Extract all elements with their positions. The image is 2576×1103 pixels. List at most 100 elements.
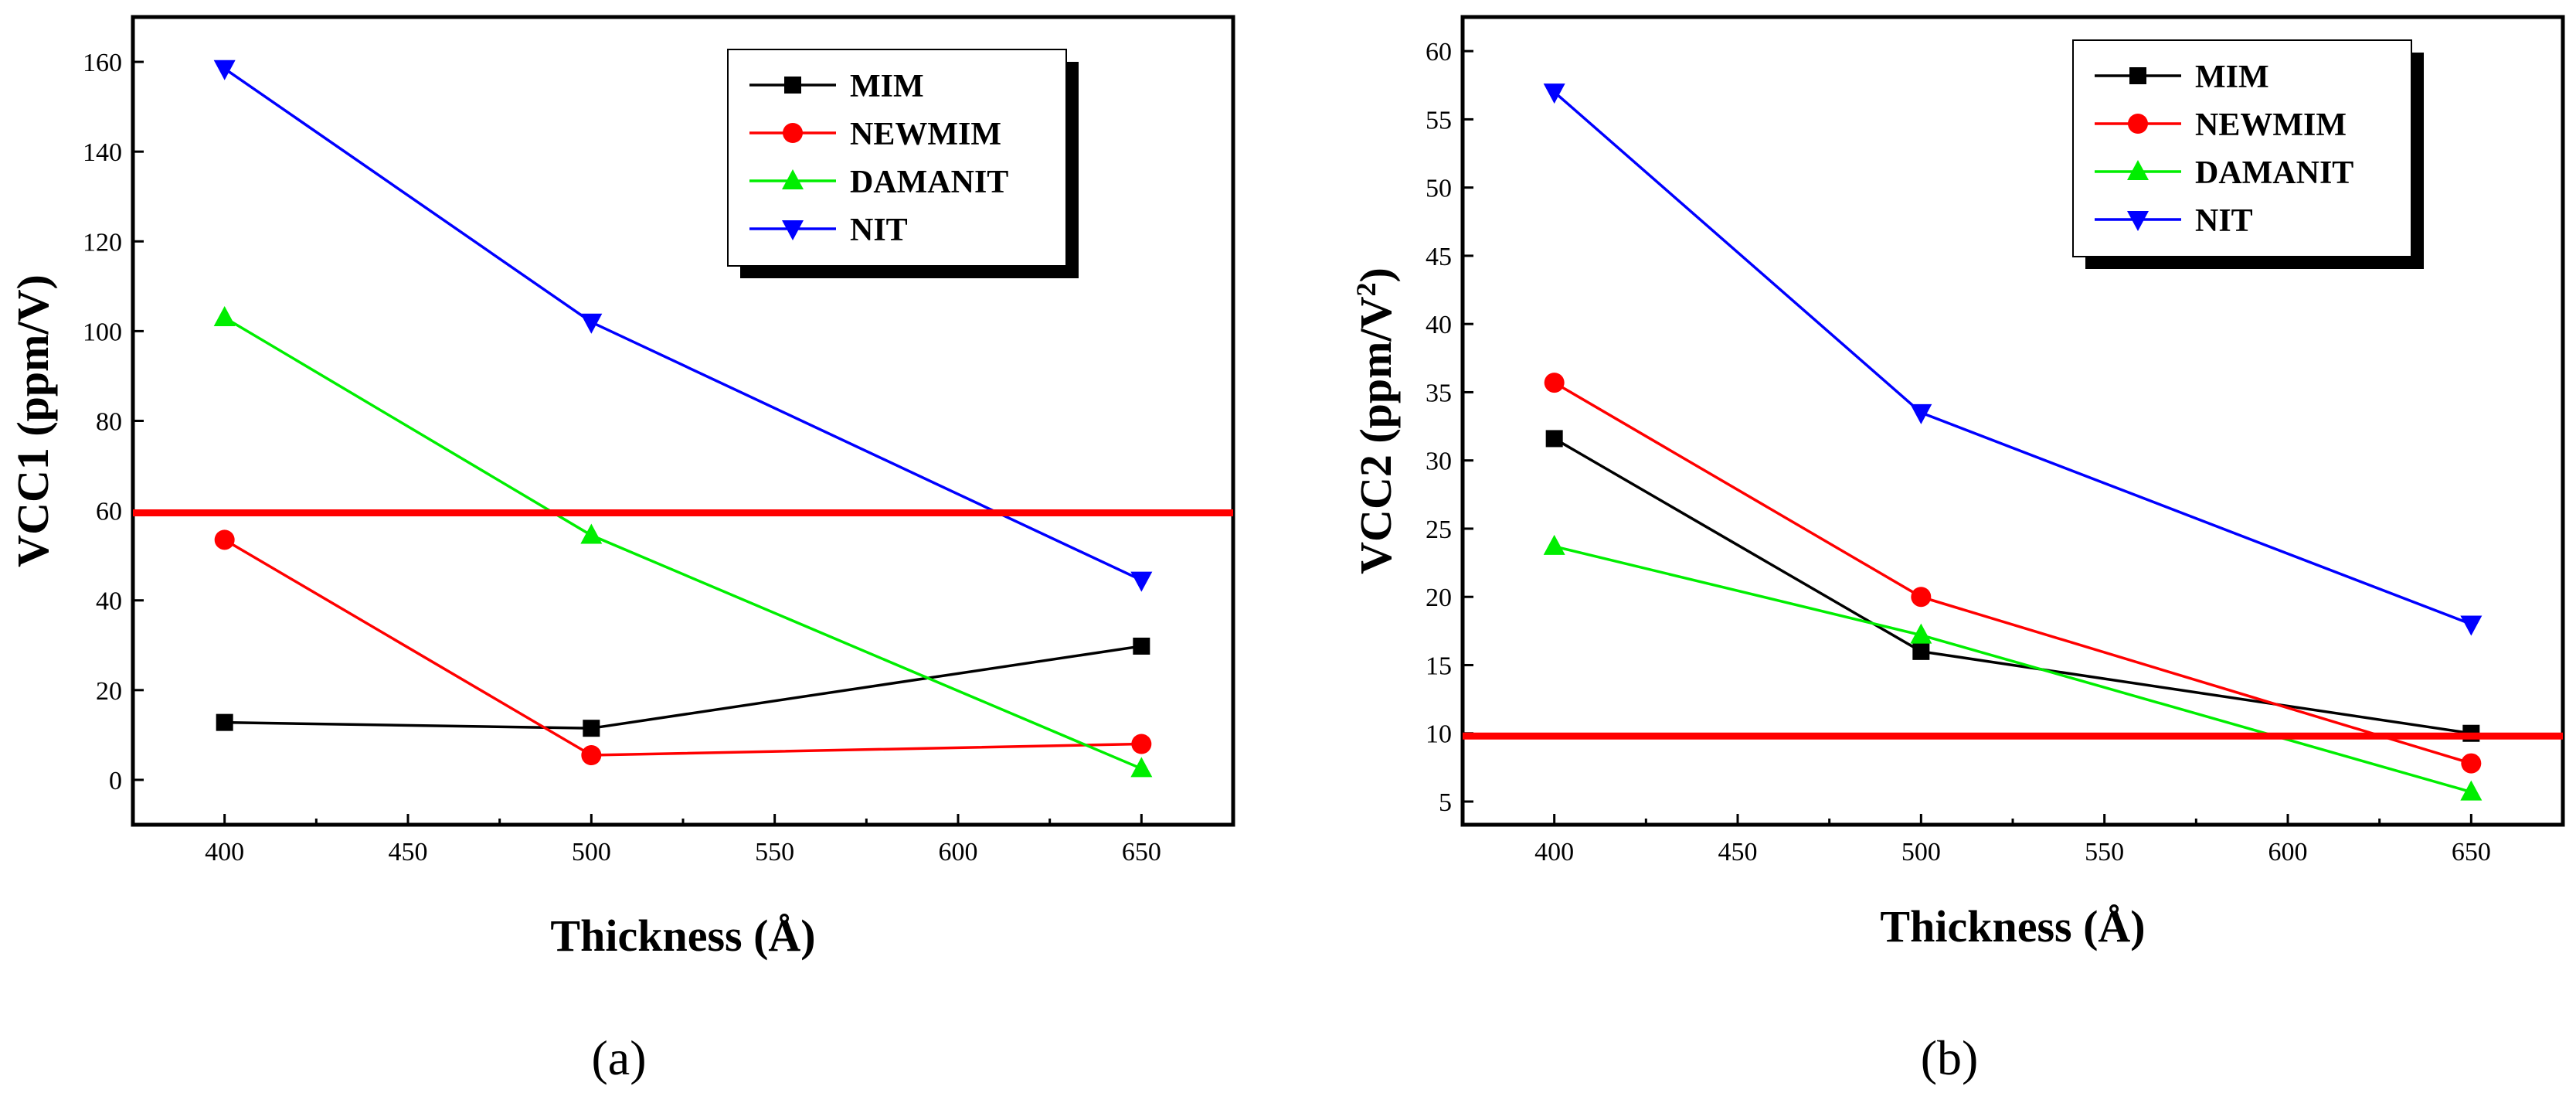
chart-b-panel-label: (b) bbox=[1921, 1030, 1979, 1085]
chart-b-series-newmim bbox=[1544, 373, 2482, 774]
chart-a-y-tick-label: 140 bbox=[83, 138, 122, 167]
chart-b-series-newmim-point bbox=[1544, 373, 1565, 393]
chart-b-series-mim bbox=[1545, 430, 2480, 742]
chart-a-y-tick-label: 160 bbox=[83, 49, 122, 77]
chart-b-series-damanit-point bbox=[1543, 534, 1565, 555]
chart-b-legend-item-nit-label: NIT bbox=[2195, 203, 2253, 239]
chart-b-series-nit-point bbox=[1543, 83, 1565, 104]
chart-b-x-tick-label: 600 bbox=[2268, 838, 2308, 866]
chart-b-series-newmim-point bbox=[2461, 753, 2482, 774]
chart-b-x-axis-title: Thickness (Å) bbox=[1880, 901, 2145, 952]
chart-b-x-tick-label: 550 bbox=[2085, 838, 2124, 866]
chart-b-y-tick-label: 55 bbox=[1426, 106, 1452, 134]
chart-b-legend-item-nit-swatch-marker bbox=[2127, 211, 2149, 231]
chart-a-legend-item-damanit: DAMANIT bbox=[749, 165, 1008, 200]
chart-a-legend-item-nit: NIT bbox=[749, 213, 908, 248]
chart-b-series-nit bbox=[1543, 83, 2483, 636]
chart-a-legend-item-newmim: NEWMIM bbox=[749, 117, 1001, 152]
chart-a-series-damanit-point bbox=[1130, 757, 1153, 778]
chart-b-series-damanit bbox=[1543, 534, 2483, 801]
chart-b: 400 450 500 550 600 650 5 10 15 20 25 30 35 40 45 50 55 6… bbox=[1351, 15, 2565, 1085]
chart-a-legend-item-mim-label: MIM bbox=[850, 69, 924, 104]
chart-a-series-newmim-point bbox=[581, 745, 602, 766]
chart-a-series-nit-point bbox=[213, 60, 236, 80]
chart-b-series-damanit-point bbox=[1910, 623, 1932, 644]
chart-b-legend-item-mim: MIM bbox=[2095, 60, 2269, 95]
chart-a-x-tick-label: 650 bbox=[1122, 838, 1161, 866]
chart-a-legend-item-mim: MIM bbox=[749, 69, 924, 104]
chart-a-legend-item-damanit-swatch-marker bbox=[782, 169, 804, 189]
chart-b-series-newmim-line bbox=[1553, 381, 2472, 765]
chart-a-series-mim-line bbox=[224, 645, 1142, 730]
chart-b-x-tick-label: 650 bbox=[2452, 838, 2491, 866]
chart-a-y-tick-label: 100 bbox=[83, 318, 122, 346]
chart-b-x-tick-label: 450 bbox=[1718, 838, 1758, 866]
chart-a-legend-item-nit-swatch-marker bbox=[782, 220, 804, 240]
chart-a-series-nit bbox=[213, 60, 1153, 592]
chart-a-series-newmim-point bbox=[214, 529, 235, 550]
chart-b-y-tick-label: 60 bbox=[1426, 38, 1452, 66]
chart-b-legend-item-nit: NIT bbox=[2095, 203, 2253, 239]
chart-b-legend: MIM NEWMIM DAMANIT NIT bbox=[2072, 39, 2424, 269]
chart-a-y-tick-label: 80 bbox=[96, 408, 122, 437]
chart-a-x-tick-label: 450 bbox=[389, 838, 428, 866]
chart-a-x-tick-label: 550 bbox=[755, 838, 794, 866]
chart-b-y-tick-label: 25 bbox=[1426, 516, 1452, 544]
chart-a-series-damanit bbox=[213, 305, 1153, 778]
chart-b-y-axis-title-main: VCC2 (ppm/V bbox=[1351, 296, 1401, 574]
chart-b-y-tick-label: 50 bbox=[1426, 175, 1452, 203]
chart-b-y-axis-title-superscript: 2 bbox=[1351, 283, 1381, 297]
chart-a-legend-item-nit-label: NIT bbox=[850, 213, 908, 248]
chart-a-series-newmim bbox=[214, 529, 1152, 766]
chart-b-y-tick-label: 20 bbox=[1426, 584, 1452, 612]
chart-b-y-tick-label: 15 bbox=[1426, 652, 1452, 680]
chart-b-y-tick-label: 10 bbox=[1426, 720, 1452, 749]
chart-b-legend-item-newmim-label: NEWMIM bbox=[2195, 107, 2347, 143]
chart-a: 400 450 500 550 600 650 0 20 40 60 80 100 120 140 160 T… bbox=[8, 15, 1235, 1085]
chart-a-y-axis-title-main: VCC1 (ppm/V) bbox=[8, 274, 58, 567]
chart-b-series-newmim-point bbox=[1911, 587, 1932, 608]
chart-b-legend-item-damanit-swatch-marker bbox=[2127, 160, 2149, 180]
chart-a-series-mim-point bbox=[216, 713, 233, 731]
chart-b-legend-item-newmim-swatch-marker bbox=[2128, 114, 2148, 134]
chart-a-y-tick-label: 60 bbox=[96, 498, 122, 526]
chart-b-y-axis-title-tail: ) bbox=[1351, 267, 1401, 282]
chart-b-legend-item-mim-swatch-marker bbox=[2129, 67, 2146, 84]
chart-a-series-newmim-point bbox=[1131, 734, 1152, 754]
chart-a-y-axis-title: VCC1 (ppm/V) bbox=[8, 274, 58, 567]
chart-a-series-mim-point bbox=[1133, 637, 1150, 655]
chart-a-series-nit-point bbox=[1130, 571, 1153, 592]
chart-b-series-nit-point bbox=[2460, 615, 2483, 636]
chart-a-legend-item-mim-swatch-marker bbox=[784, 77, 801, 94]
chart-a-x-tick-label: 600 bbox=[939, 838, 978, 866]
chart-a-legend: MIM NEWMIM DAMANIT NIT bbox=[727, 49, 1079, 278]
chart-a-panel-label: (a) bbox=[591, 1030, 646, 1085]
chart-b-series-damanit-point bbox=[2460, 780, 2483, 801]
chart-b-x-tick-label: 400 bbox=[1534, 838, 1574, 866]
chart-a-y-tick-label: 120 bbox=[83, 228, 122, 257]
chart-a-series-damanit-point bbox=[213, 305, 236, 326]
chart-b-legend-item-newmim: NEWMIM bbox=[2095, 107, 2347, 143]
chart-b-series-damanit-line bbox=[1554, 545, 2472, 794]
chart-b-series-mim-point bbox=[1912, 642, 1930, 660]
chart-b-series-mim-point bbox=[1545, 430, 1563, 448]
chart-b-y-tick-label: 35 bbox=[1426, 379, 1452, 407]
chart-a-series-newmim-line bbox=[223, 538, 1142, 757]
chart-b-legend-item-damanit-label: DAMANIT bbox=[2195, 155, 2353, 191]
chart-b-y-tick-label: 40 bbox=[1426, 311, 1452, 339]
chart-a-series-damanit-point bbox=[580, 523, 603, 544]
chart-a-x-axis-title: Thickness (Å) bbox=[550, 911, 815, 961]
chart-a-y-tick-label: 0 bbox=[109, 767, 122, 795]
chart-a-series-mim bbox=[216, 637, 1150, 737]
chart-b-y-axis-title: VCC2 (ppm/V2) bbox=[1351, 267, 1401, 574]
chart-a-legend-item-newmim-label: NEWMIM bbox=[850, 117, 1001, 152]
chart-a-series-damanit-line bbox=[223, 316, 1143, 771]
chart-b-legend-item-mim-label: MIM bbox=[2195, 60, 2269, 95]
chart-a-x-tick-label: 500 bbox=[572, 838, 611, 866]
chart-a-y-tick-label: 40 bbox=[96, 587, 122, 616]
chart-b-series-nit-point bbox=[1910, 403, 1932, 424]
chart-a-legend-item-newmim-swatch-marker bbox=[783, 123, 803, 143]
chart-a-series-mim-point bbox=[583, 720, 600, 737]
chart-a-series-nit-point bbox=[580, 313, 603, 334]
